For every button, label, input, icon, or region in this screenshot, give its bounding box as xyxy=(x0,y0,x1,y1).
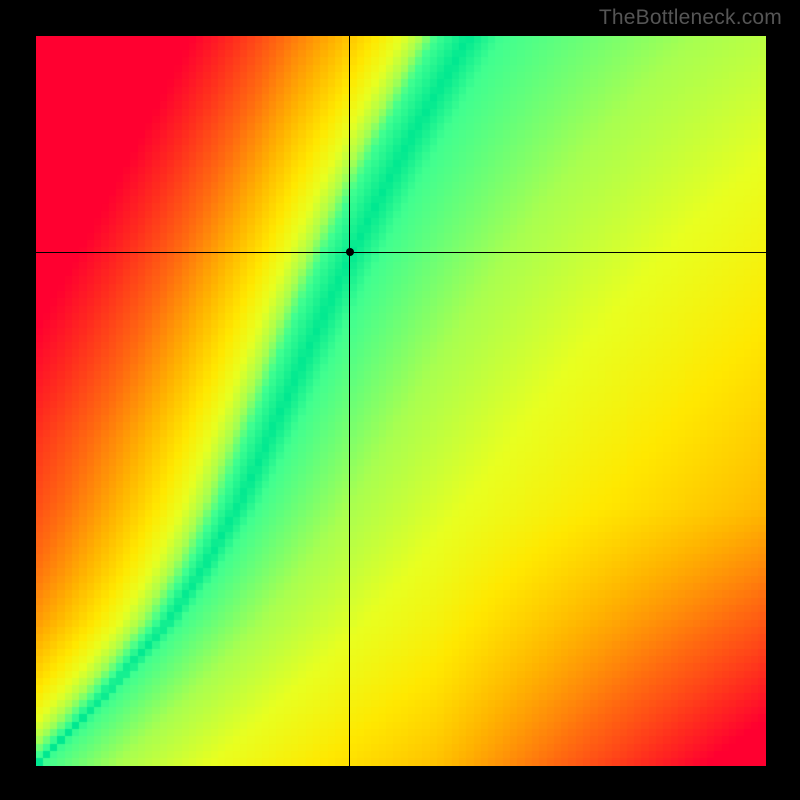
crosshair-point xyxy=(346,248,354,256)
watermark-text: TheBottleneck.com xyxy=(599,6,782,30)
heatmap-plot-area xyxy=(36,36,766,766)
crosshair-horizontal-line xyxy=(36,252,766,253)
crosshair-vertical-line xyxy=(349,36,350,766)
bottleneck-heatmap-canvas xyxy=(36,36,766,766)
